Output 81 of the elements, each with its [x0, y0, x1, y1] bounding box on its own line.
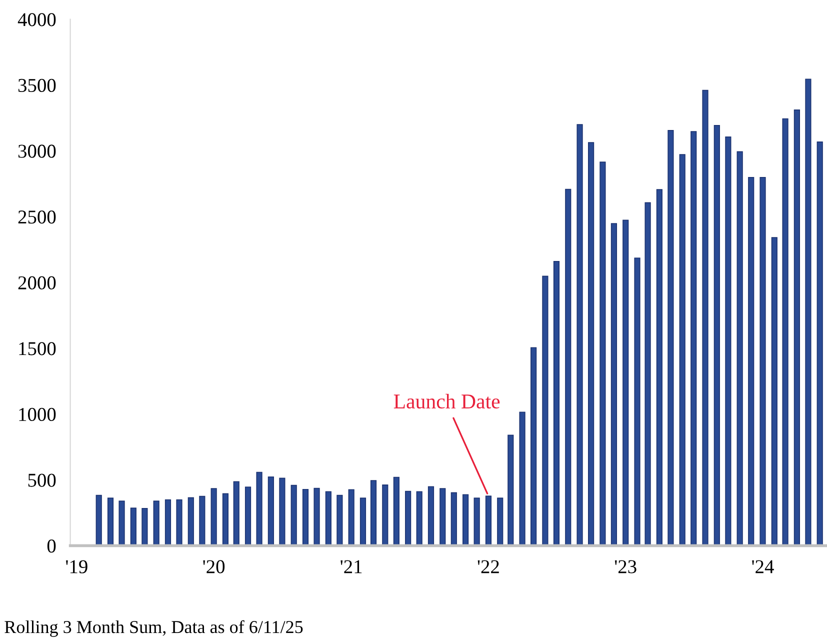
x-tick-label: '23: [614, 560, 636, 574]
y-tick-label: 2000: [18, 276, 56, 290]
bar: [622, 220, 629, 546]
bar: [485, 496, 492, 546]
bar: [530, 347, 537, 546]
bar: [405, 490, 412, 546]
bar: [393, 476, 400, 546]
bar: [588, 142, 594, 546]
bar: [736, 151, 743, 546]
bar: [644, 202, 651, 546]
bar: [634, 258, 640, 546]
bar: [336, 494, 343, 546]
bar: [474, 498, 480, 546]
y-tick-label: 0: [47, 540, 56, 553]
bar: [244, 486, 252, 546]
bar: [325, 491, 332, 546]
bar: [96, 494, 102, 546]
bar: [382, 484, 388, 546]
bar: [268, 476, 274, 546]
y-tick-label: 3500: [18, 78, 56, 92]
bar: [690, 131, 697, 546]
bar: [130, 508, 136, 546]
bar: [279, 478, 286, 546]
bar: [782, 118, 788, 546]
bar: [176, 499, 182, 546]
bar: [668, 130, 674, 546]
bar: [428, 486, 434, 546]
bar: [576, 124, 583, 546]
bar: [725, 136, 732, 546]
bar: [610, 223, 618, 546]
bar: [290, 484, 297, 546]
bar: [450, 492, 457, 546]
bar: [416, 491, 422, 546]
bar: [760, 177, 766, 546]
bar: [702, 90, 708, 546]
bar: [142, 508, 148, 546]
bar: [771, 237, 778, 546]
y-tick-label: 1000: [19, 408, 56, 422]
bar: [188, 497, 194, 546]
bar: [600, 162, 606, 546]
x-tick-label: '19: [66, 560, 88, 574]
bar: [164, 499, 172, 546]
bar: [348, 489, 354, 546]
bar: [656, 189, 662, 546]
bar: [153, 500, 160, 546]
bar: [748, 177, 754, 546]
bar: [794, 110, 800, 546]
bar: [565, 188, 572, 546]
annotation: Launch Date: [394, 394, 500, 409]
bar: [107, 498, 114, 546]
bar: [233, 481, 240, 546]
x-tick-label: '20: [203, 560, 225, 574]
bar: [497, 498, 504, 546]
bar: [805, 78, 812, 546]
bar: [199, 496, 206, 546]
y-tick-label: 1500: [19, 342, 56, 356]
x-tick-label: '22: [478, 560, 499, 574]
bar: [462, 494, 469, 546]
bar: [553, 261, 560, 546]
bar: [440, 488, 446, 546]
x-tick-label: '21: [340, 560, 362, 574]
bar: [519, 412, 526, 546]
bar: [314, 488, 320, 546]
y-tick-label: 2500: [18, 210, 56, 224]
x-tick-label: '24: [752, 560, 774, 574]
bar: [210, 488, 217, 546]
bar: [542, 276, 548, 546]
y-tick-label: 4000: [18, 13, 56, 26]
text: Rolling 3 Month Sum, Data as of 6/11/25: [4, 620, 303, 637]
bar: [302, 488, 309, 546]
bar: [256, 472, 262, 546]
bar: [222, 493, 229, 546]
bar: [360, 498, 366, 546]
bar: [816, 142, 823, 546]
bar: [679, 154, 686, 546]
bar: [118, 500, 125, 546]
y-tick-label: 500: [28, 474, 56, 487]
bar: [508, 434, 514, 546]
bar: [370, 480, 377, 546]
bar: [714, 125, 720, 546]
y-tick-label: 3000: [18, 144, 56, 158]
